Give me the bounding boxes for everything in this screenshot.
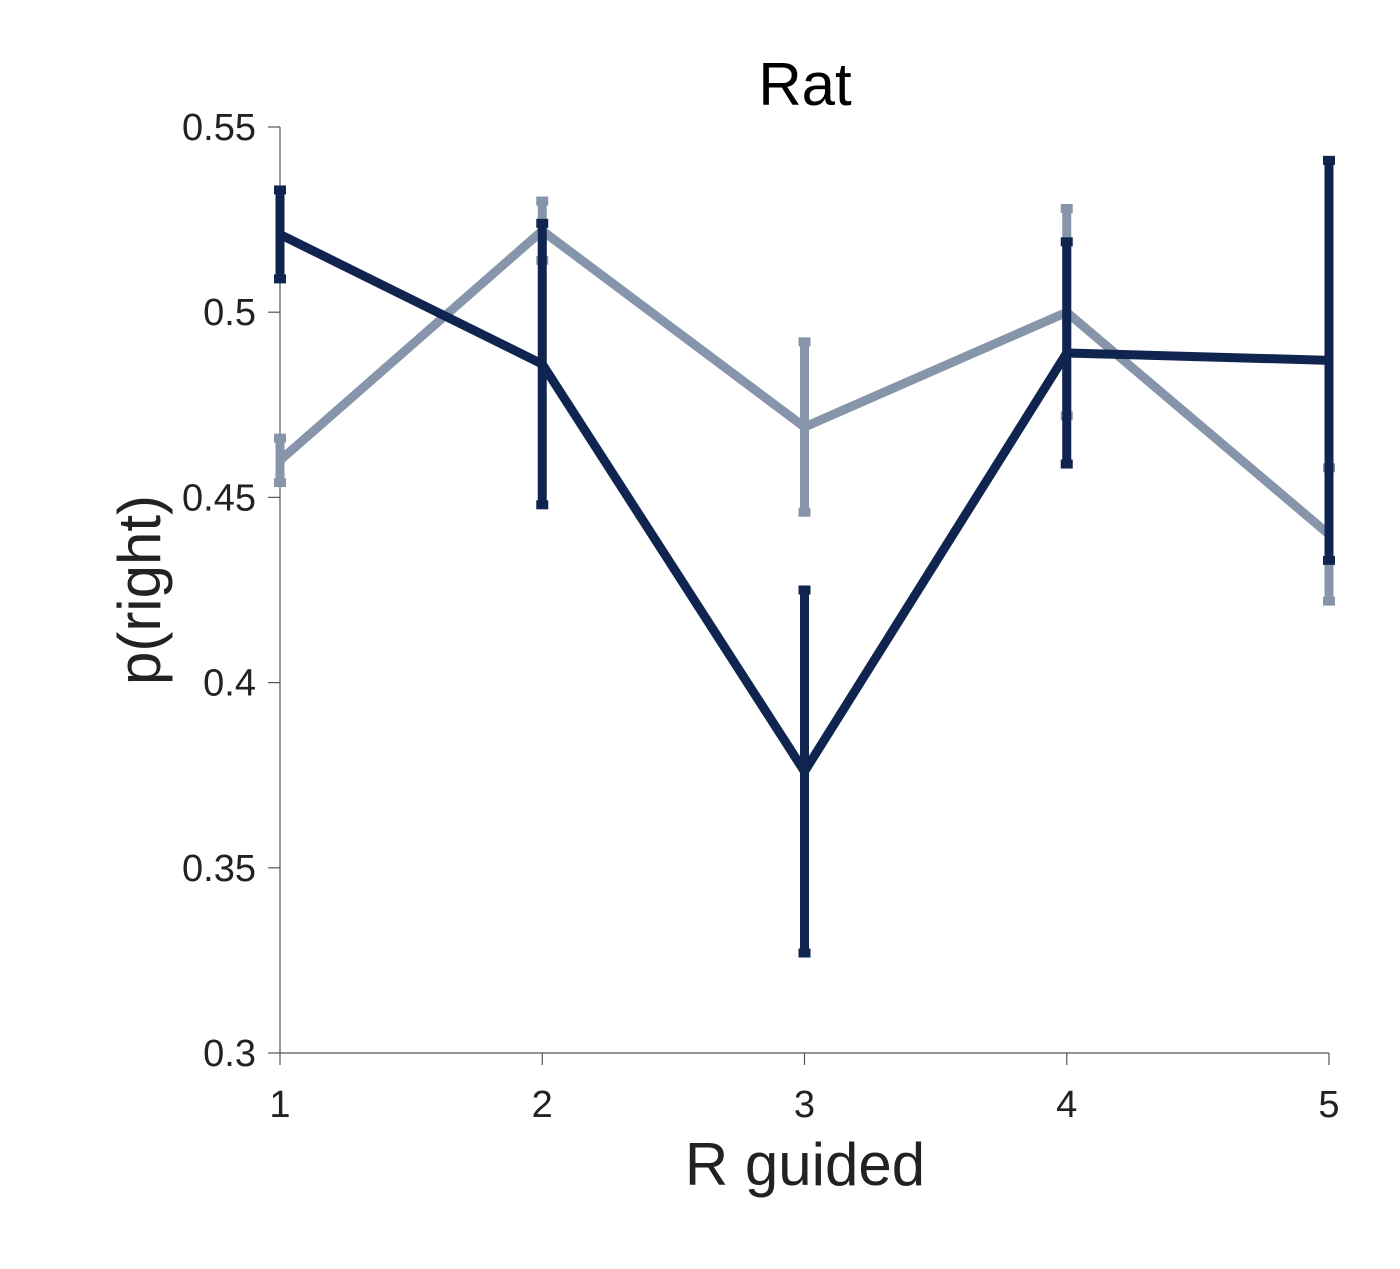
x-tick-label: 5 <box>1318 1084 1339 1126</box>
y-tick-label: 0.35 <box>182 848 256 890</box>
x-tick-label: 3 <box>794 1084 815 1126</box>
chart-title: Rat <box>758 51 852 118</box>
x-tick-label: 2 <box>532 1084 553 1126</box>
data-point <box>538 360 547 369</box>
data-point <box>1325 356 1333 365</box>
axes: 0.3 0.35 0.4 0.45 0.5 0.55 1 2 3 4 5 <box>182 107 1340 1126</box>
data-point <box>276 456 284 465</box>
series-2 <box>274 155 1335 958</box>
y-axis-title: p(right) <box>106 495 173 685</box>
y-tick-label: 0.45 <box>182 477 256 519</box>
data-point <box>800 767 809 776</box>
y-tick-label: 0.4 <box>203 663 256 705</box>
y-tick-label: 0.3 <box>203 1033 256 1075</box>
data-point <box>1062 348 1071 357</box>
y-tick-label: 0.5 <box>203 292 256 334</box>
data-point <box>800 423 809 432</box>
series-1 <box>274 196 1335 606</box>
y-tick-label: 0.55 <box>182 107 256 149</box>
x-tick-label: 4 <box>1056 1084 1077 1126</box>
data-point <box>276 230 284 239</box>
series-layer <box>274 155 1335 958</box>
x-axis-title: R guided <box>685 1131 925 1198</box>
x-tick-label: 1 <box>269 1084 290 1126</box>
